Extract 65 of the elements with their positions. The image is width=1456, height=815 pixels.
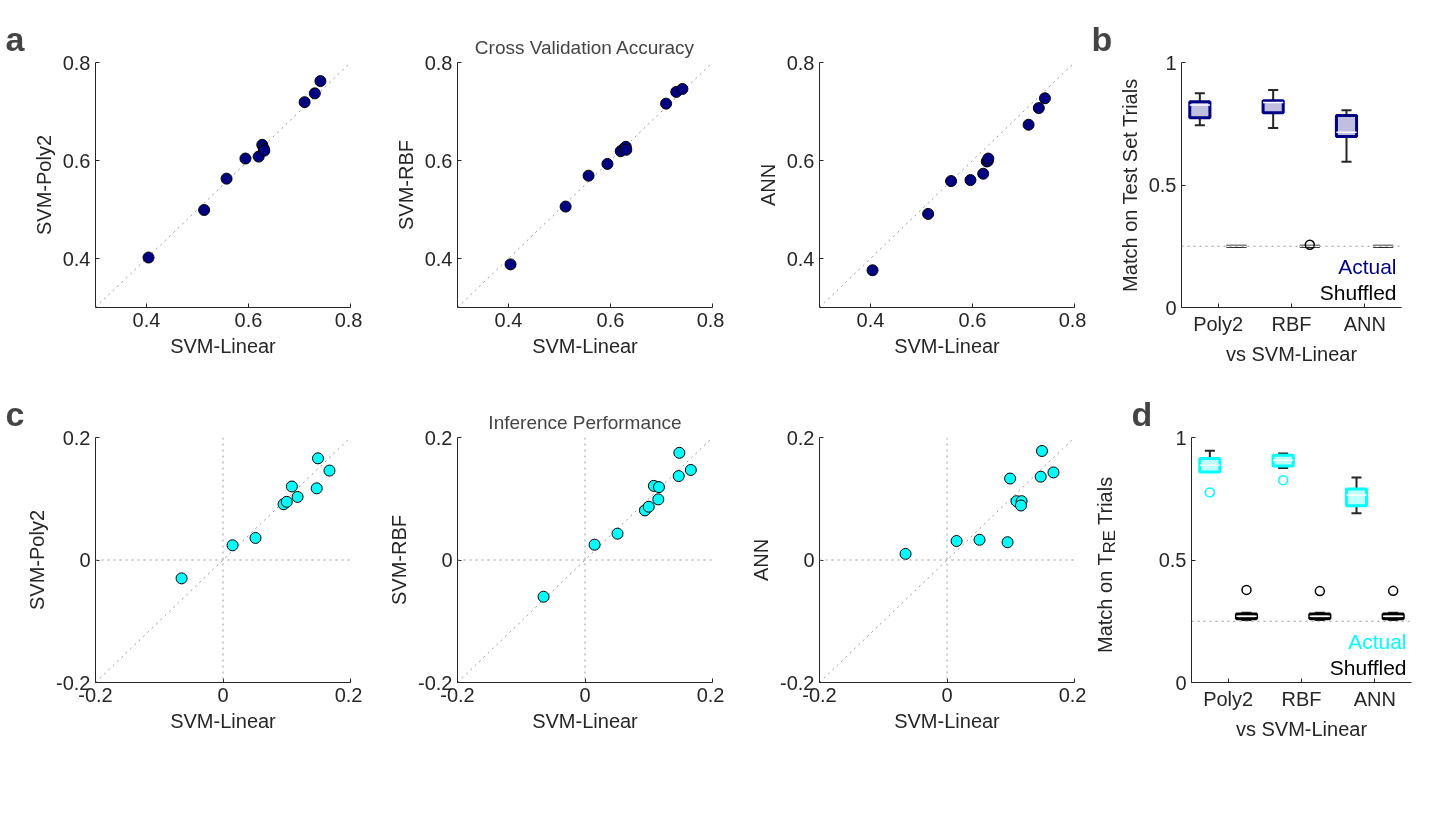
x-tick-label: Poly2 [1193, 312, 1244, 335]
x-tick-label: RBF [1271, 312, 1312, 335]
series-label: Shuffled [1329, 655, 1407, 679]
x-tick-label: 0.4 [132, 308, 161, 331]
x-tick-label: 0.8 [1058, 308, 1087, 331]
text: a [5, 19, 26, 58]
y-axis-title: Match on Test Set Trials [1118, 78, 1141, 292]
y-tick-label: 0 [79, 549, 91, 571]
x-axis-title: SVM-Linear [532, 709, 639, 732]
x-tick-label: ANN [1343, 312, 1386, 335]
y-tick-label: 0.5 [1158, 549, 1187, 571]
x-tick-label: 0.8 [334, 308, 363, 331]
x-axis-title: SVM-Linear [170, 334, 277, 357]
x-tick-label: ANN [1353, 687, 1396, 710]
y-axis-title: ANN [750, 538, 773, 582]
x-tick-label: 0 [941, 683, 953, 706]
text: Actual [1348, 629, 1407, 653]
y-tick-label: 0.2 [424, 426, 453, 449]
y-tick-label: 1 [1175, 426, 1187, 449]
x-axis-title: SVM-Linear [894, 709, 1001, 732]
y-tick-label: 0 [441, 549, 453, 571]
x-tick-label: 0.2 [1058, 683, 1087, 706]
x-axis-title: SVM-Linear [894, 334, 1001, 357]
x-tick-label: 0.6 [234, 308, 263, 331]
x-axis-title: vs SVM-Linear [1225, 342, 1358, 365]
y-tick-label: 0.8 [62, 51, 91, 74]
y-axis-title: SVM-Poly2 [26, 509, 49, 611]
x-tick-label: 0.2 [334, 683, 363, 706]
y-tick-label: 0.5 [1148, 174, 1177, 196]
y-tick-label: 0 [803, 549, 815, 571]
x-tick-label: 0.4 [856, 308, 885, 331]
x-axis-title: vs SVM-Linear [1235, 717, 1368, 740]
y-tick-label: 0.8 [424, 51, 453, 74]
x-tick-label: 0 [217, 683, 229, 706]
y-tick-label: 0.6 [424, 149, 453, 172]
x-tick-label: 0.4 [494, 308, 523, 331]
y-tick-label: 0.6 [62, 149, 91, 172]
y-tick-label: 0.6 [786, 149, 815, 172]
x-tick-label: Poly2 [1203, 687, 1254, 710]
y-axis-title: ANN [756, 163, 779, 207]
text: c [5, 394, 25, 433]
y-axis-title: SVM-RBF [394, 140, 417, 230]
y-tick-label: 1 [1165, 51, 1177, 74]
x-tick-label: 0.6 [596, 308, 625, 331]
x-tick-label: 0.8 [696, 308, 725, 331]
y-axis-title: SVM-RBF [388, 515, 411, 605]
y-tick-label: 0.2 [786, 426, 815, 449]
x-tick-label: RBF [1281, 687, 1322, 710]
y-tick-label: 0.4 [424, 247, 453, 270]
text: b [1091, 19, 1113, 58]
y-tick-label: 0.8 [786, 51, 815, 74]
y-axis-title: SVM-Poly2 [32, 134, 55, 236]
series-label: Shuffled [1319, 280, 1397, 304]
text: Actual [1338, 254, 1397, 278]
y-tick-label: 0.2 [62, 426, 91, 449]
x-axis-title: SVM-Linear [170, 709, 277, 732]
x-axis-title: SVM-Linear [532, 334, 639, 357]
chart-title: Inference Performance [488, 411, 682, 433]
text: d [1131, 394, 1153, 433]
x-tick-label: 0.6 [958, 308, 987, 331]
chart-title: Cross Validation Accuracy [474, 36, 695, 58]
x-tick-label: 0.2 [696, 683, 725, 706]
x-tick-label: 0 [579, 683, 591, 706]
y-tick-label: 0.4 [62, 247, 91, 270]
y-tick-label: 0.4 [786, 247, 815, 270]
